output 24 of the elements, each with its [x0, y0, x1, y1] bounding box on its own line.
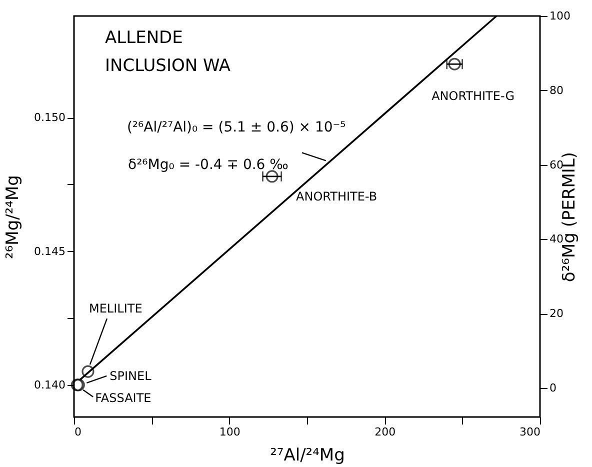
- annotation: MELILITE: [88, 302, 142, 316]
- x-tick-label: 100: [219, 426, 240, 438]
- y-axis-title: ²⁶Mg/²⁴Mg: [3, 175, 24, 259]
- annotation: ANORTHITE-B: [296, 189, 378, 204]
- y-tick-label: 0.140: [34, 378, 66, 392]
- x-tick-label: 200: [374, 426, 396, 438]
- annotation: FASSAITE: [95, 390, 152, 405]
- annotation: (²⁶Al/²⁷Al)₀ = (5.1 ± 0.6) × 10⁻⁵: [126, 120, 346, 136]
- x-tick-label: 0: [74, 426, 82, 438]
- y2-tick-label: 40: [550, 232, 564, 246]
- annotation: δ²⁶Mg₀ = -0.4 ∓ 0.6 ‰: [128, 157, 289, 173]
- annotation: ALLENDE: [105, 28, 183, 48]
- annotation: INCLUSION WA: [105, 56, 231, 76]
- x-tick-label: 300: [520, 426, 540, 438]
- y2-tick-label: 20: [550, 307, 564, 320]
- y-tick-label: 0.145: [34, 244, 66, 258]
- y2-tick-label: 80: [550, 84, 564, 97]
- x-axis-title: ²⁷Al/²⁴Mg: [270, 446, 345, 466]
- y2-tick-label: 100: [550, 10, 570, 22]
- y-tick-label: 0.150: [34, 111, 66, 124]
- annotation: SPINEL: [110, 368, 152, 383]
- annotation: ANORTHITE-G: [432, 89, 515, 104]
- y2-tick-label: 0: [550, 381, 556, 394]
- y2-tick-label: 60: [550, 158, 564, 172]
